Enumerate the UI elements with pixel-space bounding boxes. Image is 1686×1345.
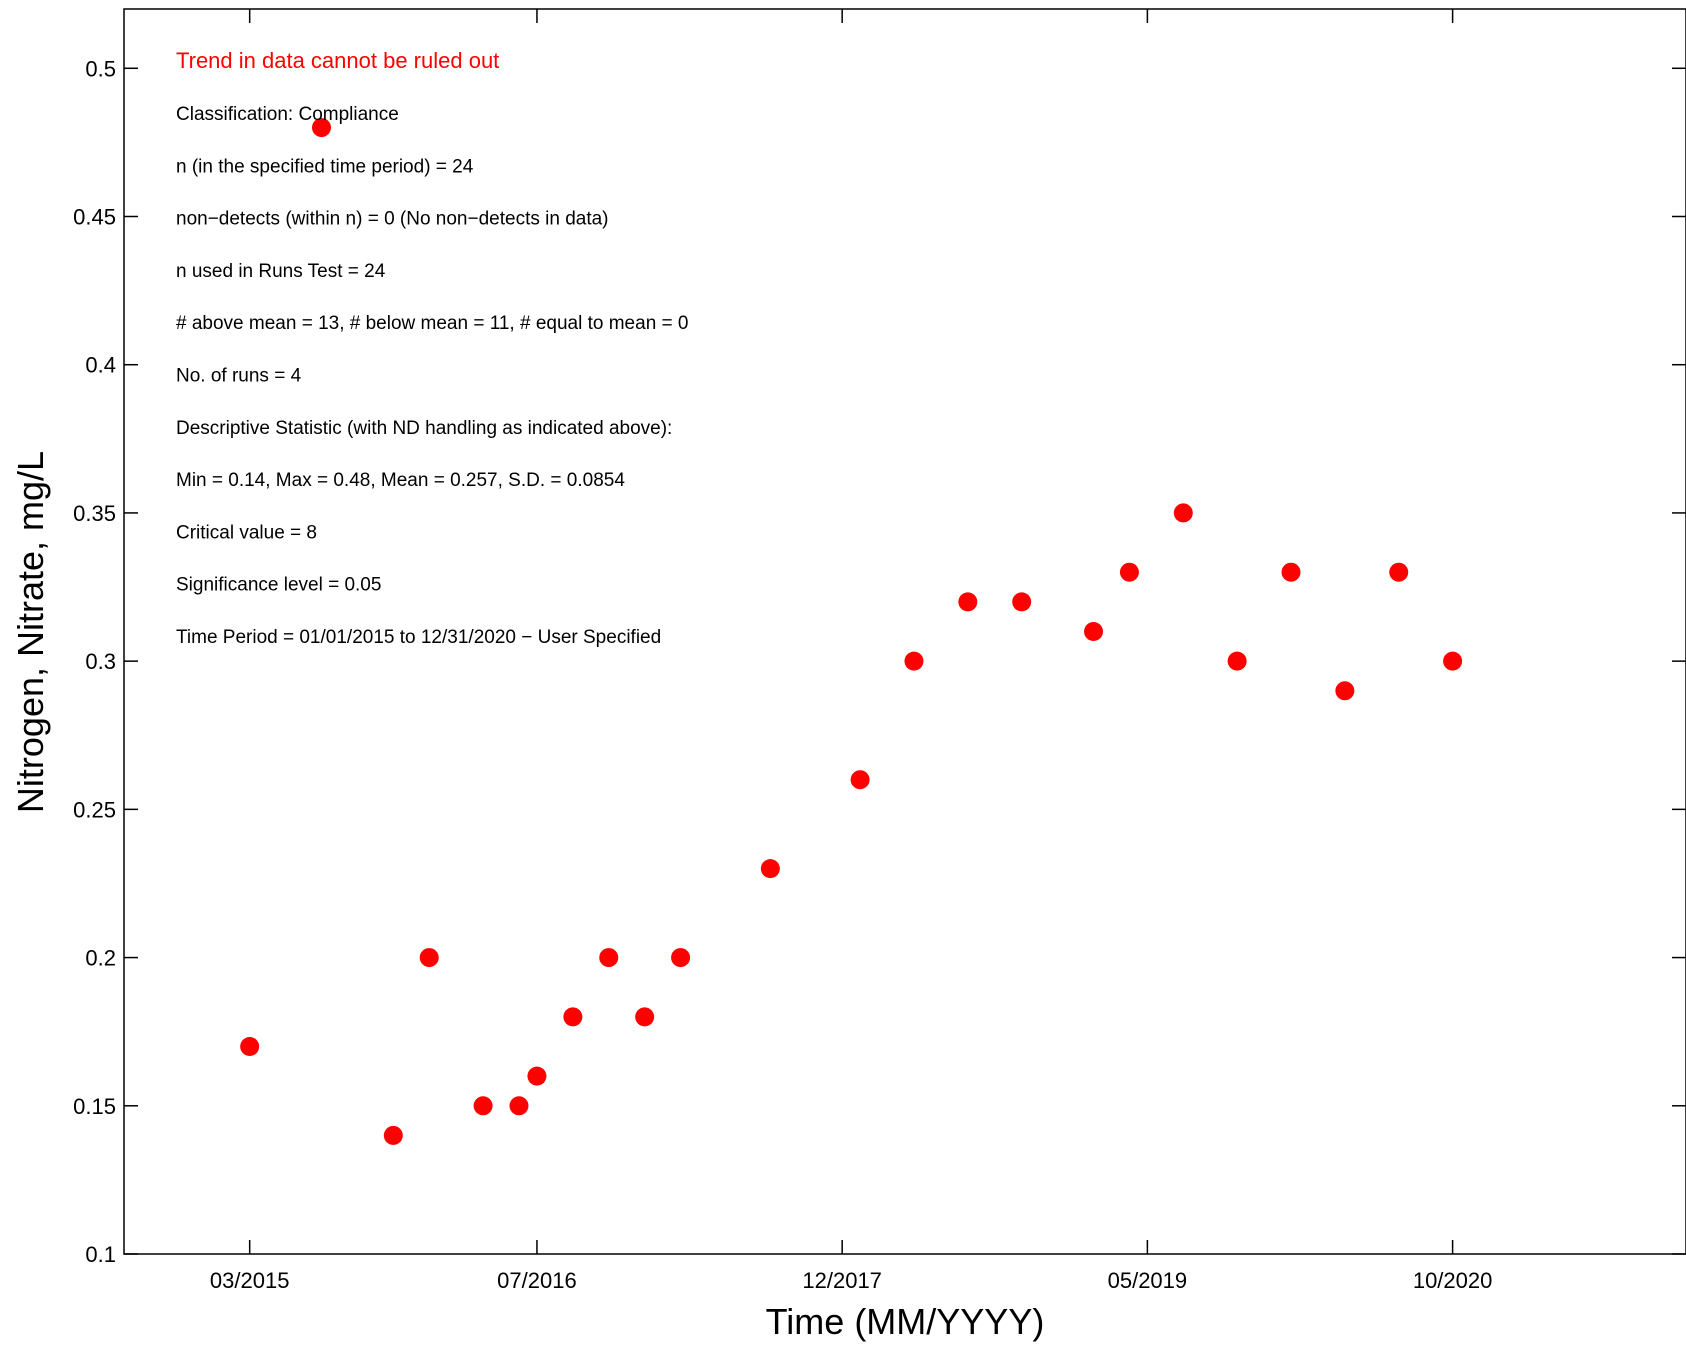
data-point (761, 859, 780, 878)
data-point (958, 592, 977, 611)
y-tick-label: 0.45 (73, 205, 116, 230)
annotation-line: n (in the specified time period) = 24 (176, 156, 474, 177)
x-tick-label: 12/2017 (802, 1268, 882, 1293)
data-point (904, 652, 923, 671)
annotation-line: n used in Runs Test = 24 (176, 261, 386, 282)
data-point (851, 770, 870, 789)
data-point (240, 1037, 259, 1056)
x-tick-label: 10/2020 (1413, 1268, 1493, 1293)
x-tick-label: 07/2016 (497, 1268, 577, 1293)
annotation-line: Critical value = 8 (176, 522, 317, 543)
trend-headline: Trend in data cannot be ruled out (176, 48, 499, 73)
data-point (1120, 563, 1139, 582)
data-point (1335, 681, 1354, 700)
y-axis-title: Nitrogen, Nitrate, mg/L (10, 451, 51, 813)
data-point (1012, 592, 1031, 611)
y-tick-label: 0.5 (85, 56, 116, 81)
data-point (635, 1007, 654, 1026)
data-point (1084, 622, 1103, 641)
data-point (509, 1096, 528, 1115)
annotation-line: Descriptive Statistic (with ND handling … (176, 418, 672, 439)
y-tick-label: 0.3 (85, 649, 116, 674)
data-point (527, 1067, 546, 1086)
data-point (599, 948, 618, 967)
x-tick-label: 03/2015 (210, 1268, 290, 1293)
data-point (671, 948, 690, 967)
annotation-line: No. of runs = 4 (176, 366, 302, 387)
annotation-line: Classification: Compliance (176, 104, 399, 125)
x-axis-title: Time (MM/YYYY) (766, 1301, 1045, 1342)
annotation-line: Significance level = 0.05 (176, 575, 381, 596)
data-point (1228, 652, 1247, 671)
data-point (1443, 652, 1462, 671)
y-tick-label: 0.2 (85, 946, 116, 971)
y-tick-label: 0.4 (85, 353, 116, 378)
y-tick-label: 0.15 (73, 1094, 116, 1119)
annotation-line: # above mean = 13, # below mean = 11, # … (176, 313, 688, 334)
x-tick-label: 05/2019 (1108, 1268, 1188, 1293)
data-point (1389, 563, 1408, 582)
y-tick-label: 0.25 (73, 797, 116, 822)
data-point (420, 948, 439, 967)
data-point (474, 1096, 493, 1115)
annotation-line: non−detects (within n) = 0 (No non−detec… (176, 209, 609, 230)
annotation-line: Time Period = 01/01/2015 to 12/31/2020 −… (176, 627, 661, 648)
y-tick-label: 0.1 (85, 1242, 116, 1267)
data-point (1282, 563, 1301, 582)
y-tick-label: 0.35 (73, 501, 116, 526)
data-point (384, 1126, 403, 1145)
data-point (563, 1007, 582, 1026)
data-point (1174, 503, 1193, 522)
annotation-line: Min = 0.14, Max = 0.48, Mean = 0.257, S.… (176, 470, 625, 491)
